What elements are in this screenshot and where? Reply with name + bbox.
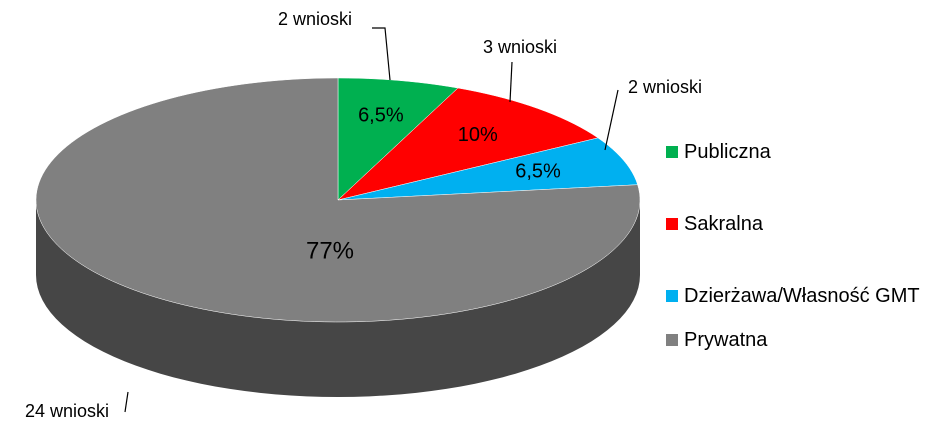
legend-label: Sakralna [684, 213, 763, 235]
legend-swatch [666, 146, 678, 158]
slice [337, 87, 599, 201]
annotation: 2 wnioski [628, 77, 702, 97]
leader-line [372, 27, 391, 81]
legend: Publiczna Sakralna Dzierżawa/Własność GMT P… [666, 140, 931, 400]
leader-line [604, 89, 619, 151]
leader-line [509, 61, 513, 103]
value-label: 6,5% [515, 161, 561, 183]
legend-label: Dzierżawa/Własność GMT [684, 285, 920, 307]
slice [35, 77, 641, 323]
legend-label: Prywatna [684, 329, 768, 351]
value-label: 6,5% [358, 105, 404, 127]
value-label: 10% [458, 124, 498, 146]
legend-label: Publiczna [684, 141, 771, 163]
annotation: 3 wnioski [483, 37, 557, 57]
slice [337, 77, 459, 201]
legend-swatch [666, 218, 678, 230]
slice-side [36, 200, 640, 397]
legend-swatch [666, 334, 678, 346]
leader-line [124, 391, 129, 413]
annotation: 24 wnioski [25, 401, 109, 421]
legend-item: Prywatna [666, 328, 931, 352]
legend-item: Publiczna [666, 140, 931, 164]
slice [337, 137, 638, 201]
value-label: 77% [306, 237, 354, 264]
annotation: 2 wnioski [278, 9, 352, 29]
legend-item: Dzierżawa/Własność GMT [666, 284, 931, 308]
legend-swatch [666, 290, 678, 302]
legend-item: Sakralna [666, 212, 931, 236]
